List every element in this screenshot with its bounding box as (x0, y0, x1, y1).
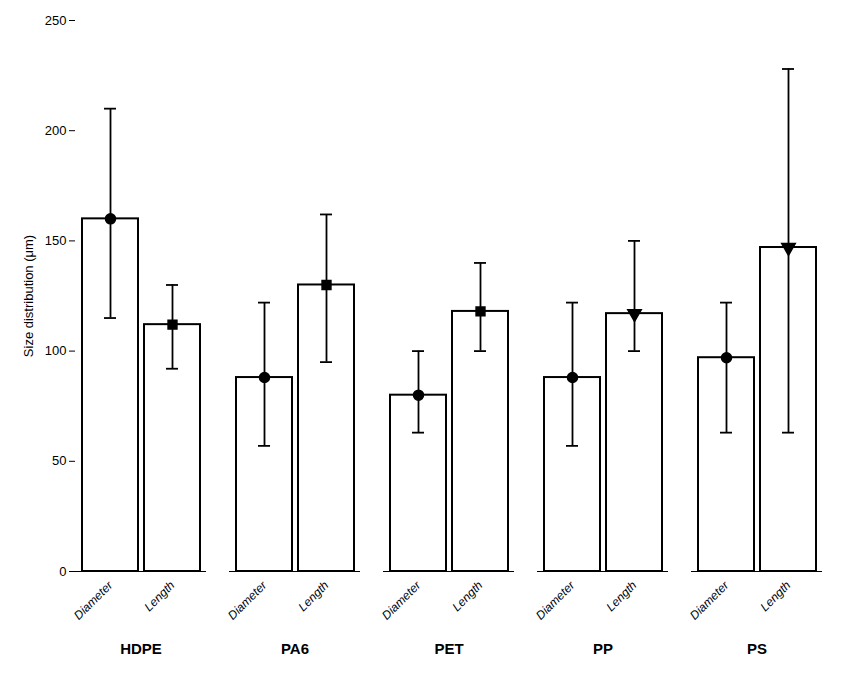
svg-text:250: 250 (45, 13, 67, 28)
svg-text:100: 100 (45, 343, 67, 358)
svg-text:Diameter: Diameter (225, 578, 270, 623)
svg-text:PS: PS (747, 640, 767, 657)
svg-text:0: 0 (59, 564, 66, 579)
svg-text:PA6: PA6 (281, 640, 309, 657)
svg-text:Length: Length (141, 578, 177, 614)
svg-text:50: 50 (52, 453, 66, 468)
svg-text:Length: Length (757, 578, 793, 614)
svg-text:200: 200 (45, 123, 67, 138)
svg-text:Length: Length (603, 578, 639, 614)
svg-text:Size distribution (μm): Size distribution (μm) (21, 235, 36, 357)
svg-text:HDPE: HDPE (120, 640, 162, 657)
svg-text:Diameter: Diameter (533, 578, 578, 623)
svg-text:Length: Length (449, 578, 485, 614)
svg-text:150: 150 (45, 233, 67, 248)
svg-text:Diameter: Diameter (379, 578, 424, 623)
svg-text:Diameter: Diameter (71, 578, 116, 623)
svg-text:PP: PP (593, 640, 613, 657)
svg-text:Length: Length (295, 578, 331, 614)
svg-text:Diameter: Diameter (687, 578, 732, 623)
svg-text:PET: PET (434, 640, 463, 657)
